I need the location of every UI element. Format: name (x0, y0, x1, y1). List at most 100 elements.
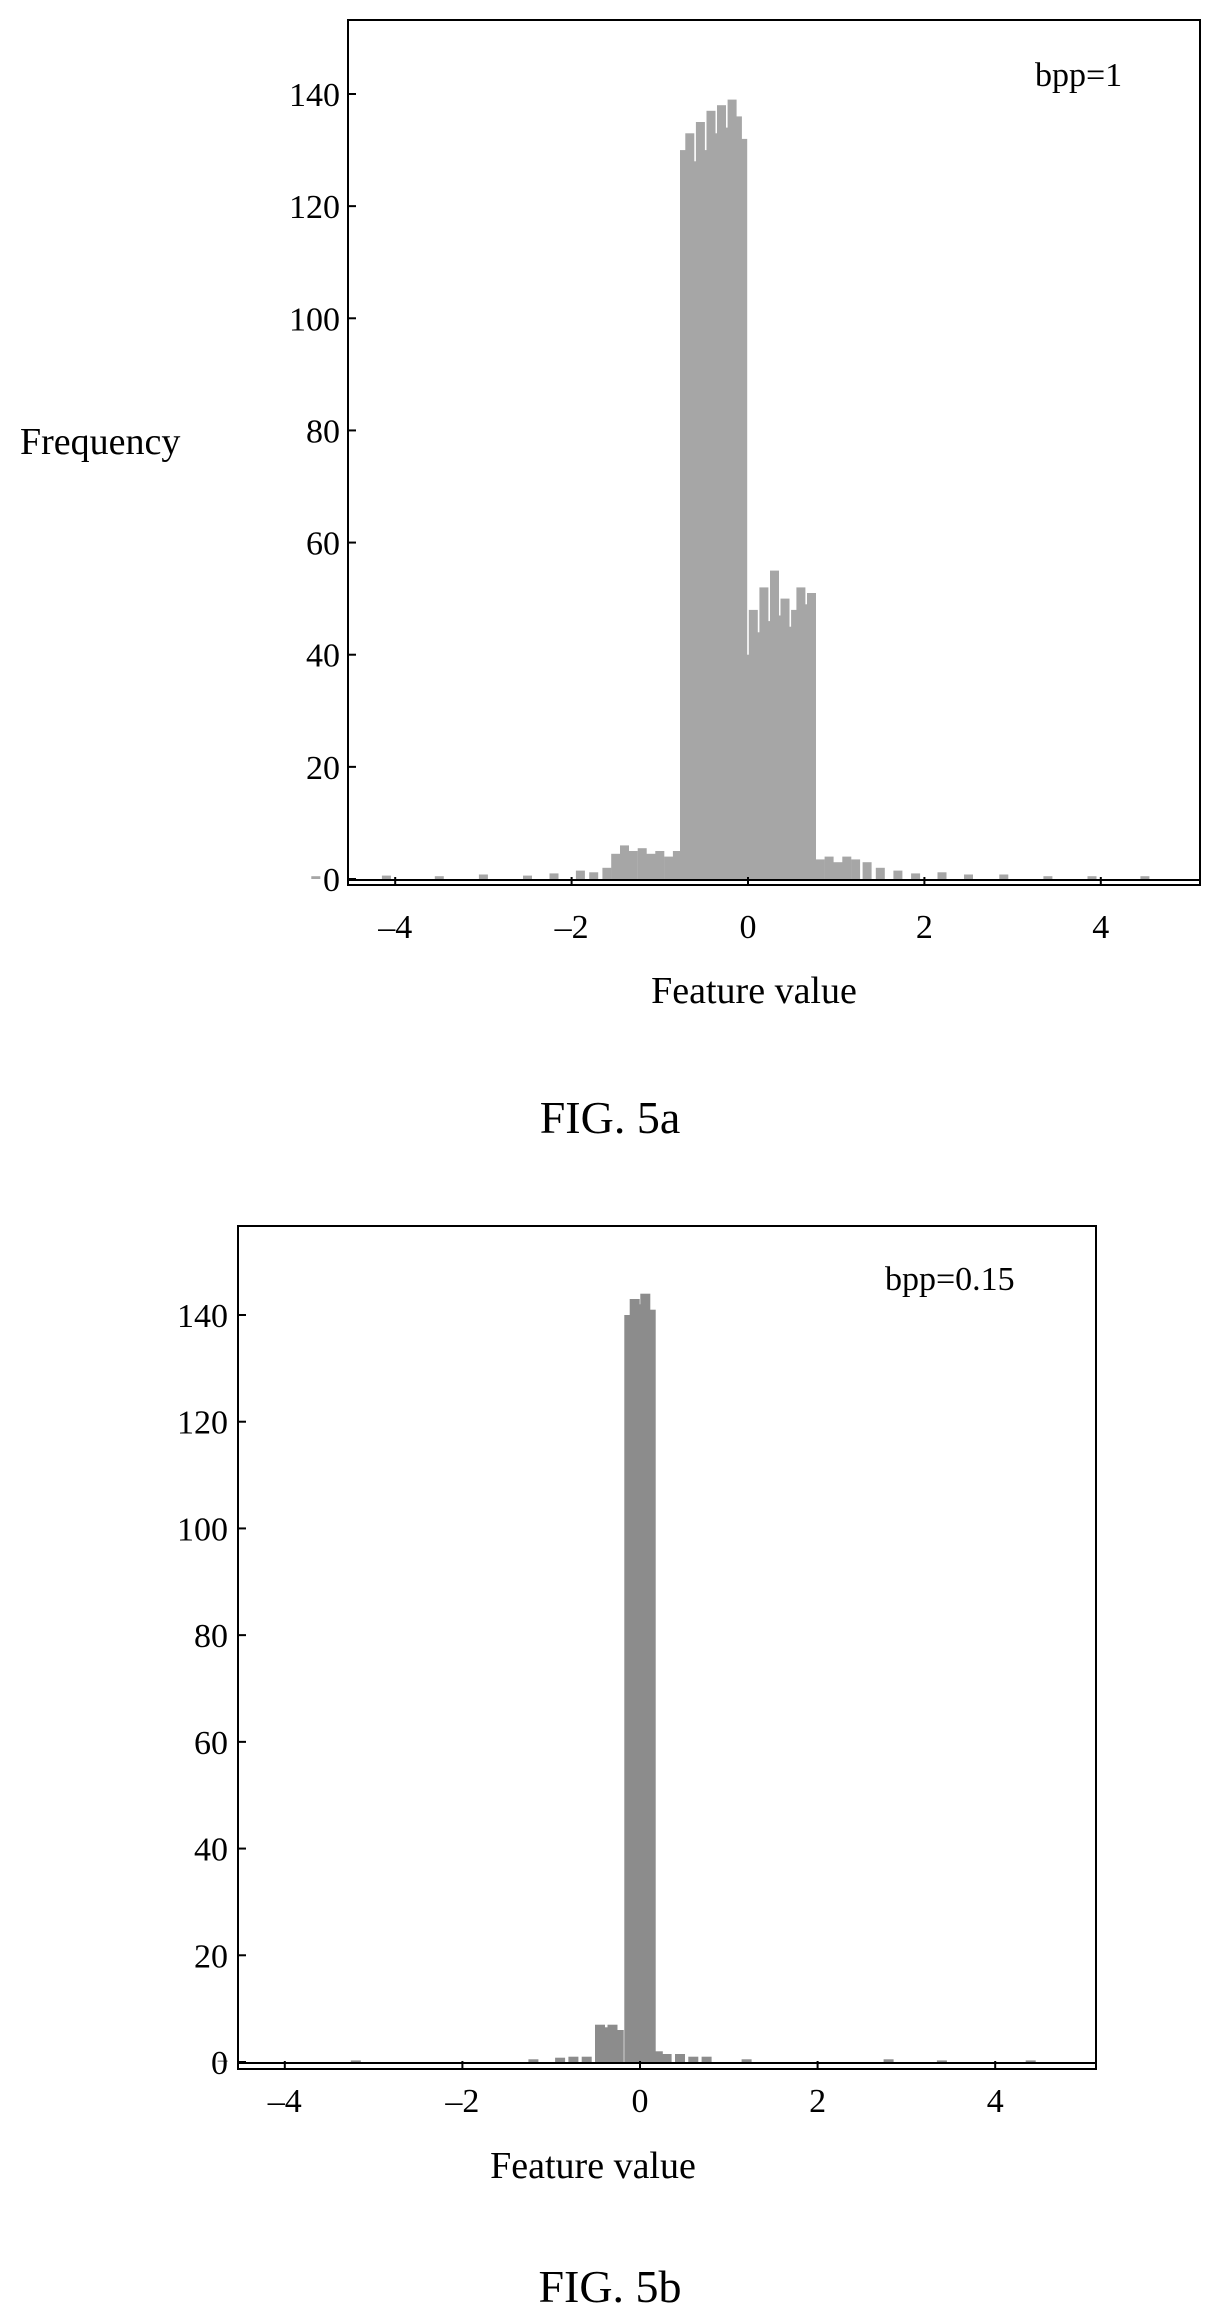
x-tick-label: –4 (267, 2083, 302, 2120)
histogram-bar (807, 593, 816, 879)
y-tick-label: 120 (289, 189, 340, 226)
histogram-bars (311, 99, 1150, 880)
histogram-bar (815, 859, 825, 879)
x-tick-label: 2 (916, 909, 933, 946)
histogram-bar (780, 598, 790, 879)
annotation-bpp: bpp=1 (1035, 57, 1122, 94)
x-tick-label: 0 (740, 909, 757, 946)
histogram-bar (801, 604, 811, 880)
histogram-bar (999, 874, 1009, 879)
y-tick-labels: 0 20 40 60 80 100 120 140 (289, 77, 356, 899)
histogram-bar (727, 99, 737, 880)
y-tick-label: 20 (194, 1938, 228, 1975)
histogram-bar (611, 853, 621, 879)
histogram-bar (217, 2060, 228, 2062)
histogram-bar (620, 845, 629, 879)
plot-frame (347, 19, 1201, 886)
histogram-bar (743, 654, 753, 879)
histogram-bar (652, 2051, 663, 2062)
histogram-bar (637, 848, 647, 879)
histogram-bar (675, 2054, 685, 2062)
histogram-bar (741, 2059, 752, 2062)
y-axis-label: Frequency (20, 421, 180, 463)
histogram-bar (589, 872, 599, 879)
histogram-bar (311, 876, 321, 879)
histogram-bar (664, 856, 674, 879)
y-tick-label: 60 (306, 526, 340, 563)
x-tick-label: 4 (987, 2083, 1004, 2120)
y-tick-label: 0 (211, 2045, 228, 2082)
y-tick-label: 120 (177, 1405, 228, 1442)
histogram-bar (381, 875, 391, 879)
x-tick-label: –2 (444, 2083, 479, 2120)
histogram-bar (842, 856, 852, 879)
x-tick-label: 2 (809, 2083, 826, 2120)
histogram-bar (824, 856, 834, 879)
histogram-bar (701, 2056, 712, 2062)
histogram-bar (646, 853, 656, 879)
histogram-bar (893, 870, 903, 879)
histogram-bar (555, 2057, 566, 2062)
histogram-bar (695, 122, 705, 879)
histogram-bar (672, 851, 682, 879)
histogram-bar (549, 873, 559, 879)
histogram-bar (1025, 2060, 1036, 2062)
histogram-bar (717, 105, 726, 879)
x-axis-label: Feature value (651, 970, 857, 1012)
histogram-bar (706, 110, 716, 880)
x-tick-labels: –4 –2 0 2 4 (377, 877, 1109, 946)
histogram-bar (685, 133, 695, 880)
histogram-bar (775, 615, 785, 879)
histogram-bar (936, 2060, 947, 2062)
y-tick-label: 40 (306, 638, 340, 675)
histogram-bar (523, 875, 532, 879)
histogram-bar (624, 1315, 635, 2062)
x-tick-label: 4 (1092, 909, 1109, 946)
x-tick-label: –4 (377, 909, 412, 946)
figure-caption: FIG. 5b (538, 2261, 681, 2312)
y-tick-label: 60 (194, 1725, 228, 1762)
histogram-bar (629, 1299, 640, 2062)
y-tick-label: 80 (194, 1618, 228, 1655)
histogram-bar (851, 859, 861, 879)
histogram-bar (764, 621, 774, 879)
histogram-bar (635, 1304, 645, 2062)
y-tick-label: 80 (306, 413, 340, 450)
histogram-bar (791, 609, 801, 879)
histogram-bar (640, 1293, 651, 2062)
annotation-bpp: bpp=0.15 (885, 1261, 1015, 1298)
y-tick-label: 40 (194, 1832, 228, 1869)
histogram-bar (1043, 876, 1053, 879)
histogram-bar (964, 874, 973, 879)
histogram-bar (722, 127, 732, 880)
y-tick-label: 20 (306, 750, 340, 787)
histogram-bar (434, 876, 444, 879)
histogram-bar (754, 632, 764, 879)
histogram-bar (690, 161, 700, 880)
histogram-bar (575, 870, 585, 879)
histogram-bar (796, 587, 806, 879)
histogram-bar (833, 862, 843, 879)
histogram-bar (528, 2059, 539, 2062)
y-tick-labels: 0 20 40 60 80 100 120 140 (177, 1298, 246, 2082)
histogram-bar (680, 150, 689, 880)
histogram-bar (661, 2054, 672, 2062)
histogram-bar (785, 626, 795, 879)
histogram-bar (875, 867, 885, 879)
y-tick-label: 0 (323, 862, 340, 899)
histogram-bar (862, 862, 872, 879)
y-tick-label: 100 (289, 301, 340, 338)
x-tick-label: –2 (554, 909, 589, 946)
histogram-bar (568, 2056, 579, 2062)
histogram-bar (759, 587, 769, 879)
histogram-bar (655, 851, 665, 879)
x-axis-label: Feature value (490, 2145, 696, 2187)
y-tick-label: 140 (289, 77, 340, 114)
plot-frame (237, 1225, 1097, 2070)
chart-fig-5b: 0 20 40 60 80 100 120 140 –4 –2 0 2 4 bpp=0.15 Feat… (177, 1225, 1097, 2312)
y-tick-label: 100 (177, 1511, 228, 1548)
histogram-bar (478, 874, 488, 879)
histogram-bar (738, 138, 748, 879)
histogram-bar (911, 873, 921, 879)
